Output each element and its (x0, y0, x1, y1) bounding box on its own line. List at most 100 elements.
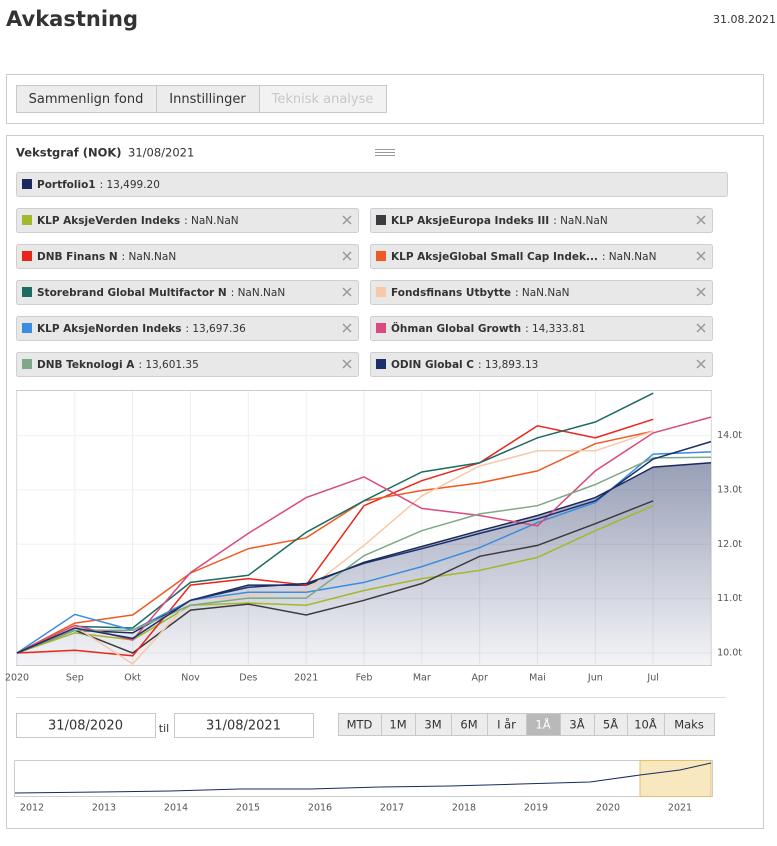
legend-value: : NaN.NaN (231, 287, 286, 299)
x-tick-label: Nov (181, 673, 200, 684)
legend-item[interactable] (16, 244, 359, 269)
legend-swatch (376, 359, 386, 369)
series-line (16, 416, 712, 654)
navigator-year: 2013 (92, 803, 116, 814)
y-tick-label: 12.0t (717, 539, 742, 550)
legend-item[interactable] (16, 208, 359, 233)
series-line (16, 430, 654, 654)
legend-item[interactable] (370, 244, 713, 269)
legend-swatch (22, 359, 32, 369)
legend-value: : NaN.NaN (122, 251, 177, 263)
range-button-label: Maks (674, 718, 704, 732)
legend-item[interactable] (16, 352, 359, 377)
series-line (16, 440, 712, 654)
legend-name: DNB Finans N (37, 251, 118, 263)
legend-remove[interactable] (342, 251, 352, 261)
series-line (16, 462, 712, 654)
navigator-selection[interactable] (639, 760, 712, 797)
legend-value: : NaN.NaN (602, 251, 657, 263)
y-tick-label: 11.0t (717, 593, 742, 604)
x-tick-label: 2021 (294, 673, 318, 684)
legend-item[interactable] (370, 280, 713, 305)
legend-remove[interactable] (696, 287, 706, 297)
x-tick-label: Mar (413, 673, 431, 684)
navigator-year: 2018 (452, 803, 476, 814)
legend-name: Portfolio1 (37, 179, 96, 191)
x-tick-label: Des (239, 673, 257, 684)
x-tick-label: Okt (124, 673, 141, 684)
legend-remove[interactable] (696, 251, 706, 261)
legend-swatch (376, 215, 386, 225)
legend-swatch (22, 323, 32, 333)
legend-swatch (22, 179, 32, 189)
legend-swatch (376, 251, 386, 261)
range-button-label: 3Å (569, 717, 584, 732)
range-button[interactable] (664, 713, 715, 736)
legend-remove[interactable] (342, 359, 352, 369)
legend-swatch (376, 287, 386, 297)
range-button-label: MTD (347, 718, 373, 732)
legend-value: : 13,893.13 (478, 359, 538, 371)
legend-remove[interactable] (342, 323, 352, 333)
legend-remove[interactable] (342, 215, 352, 225)
date-to-label: 31/08/2021 (206, 719, 281, 734)
legend-remove[interactable] (696, 359, 706, 369)
legend-swatch (376, 323, 386, 333)
tab-label: Sammenlign fond (29, 92, 144, 107)
legend-value: : NaN.NaN (184, 215, 239, 227)
legend-name: KLP AksjeVerden Indeks (37, 215, 180, 227)
collapse-icon[interactable] (375, 149, 395, 156)
navigator-year: 2017 (380, 803, 404, 814)
x-tick-label: Apr (471, 673, 488, 684)
legend-swatch (22, 215, 32, 225)
legend-item[interactable] (370, 316, 713, 341)
legend-swatch (22, 251, 32, 261)
panel-title: Vekstgraf (NOK) (16, 146, 122, 160)
legend-value: : 13,601.35 (138, 359, 198, 371)
legend-item[interactable] (16, 280, 359, 305)
page-title: Avkastning (6, 7, 138, 31)
date-to[interactable] (174, 713, 314, 738)
x-tick-label: Feb (356, 673, 373, 684)
legend-item[interactable] (16, 172, 728, 197)
legend-name: Fondsfinans Utbytte (391, 287, 511, 299)
date-from[interactable] (16, 713, 156, 738)
y-tick-label: 14.0t (717, 430, 742, 441)
series-line (16, 500, 654, 654)
legend-remove[interactable] (342, 287, 352, 297)
range-button-label: 10Å (634, 717, 657, 732)
legend-item[interactable] (370, 352, 713, 377)
legend-item[interactable] (16, 316, 359, 341)
legend-name: Öhman Global Growth (391, 321, 521, 335)
legend-remove[interactable] (696, 215, 706, 225)
legend-remove[interactable] (696, 323, 706, 333)
legend-value: : NaN.NaN (515, 287, 570, 299)
tab (259, 85, 387, 113)
navigator-year: 2014 (164, 803, 188, 814)
navigator-year: 2019 (524, 803, 548, 814)
legend-swatch (22, 287, 32, 297)
range-button-label: 6M (460, 718, 477, 732)
navigator-line (14, 762, 712, 794)
tab[interactable] (16, 85, 157, 113)
series-line (16, 456, 712, 654)
range-button-label: 1M (389, 718, 406, 732)
legend-name: Storebrand Global Multifactor N (37, 287, 227, 299)
x-tick-label: Jun (587, 673, 603, 684)
y-tick-label: 10.0t (717, 648, 742, 659)
range-button-label: 5Å (603, 717, 618, 732)
panel-date: 31/08/2021 (128, 146, 194, 160)
range-button-label: I år (497, 718, 516, 732)
legend-name: KLP AksjeEuropa Indeks III (391, 215, 549, 227)
navigator-year: 2015 (236, 803, 260, 814)
legend-name: KLP AksjeNorden Indeks (37, 323, 181, 335)
legend-name: DNB Teknologi A (37, 359, 135, 371)
legend-item[interactable] (370, 208, 713, 233)
x-tick-label: Jul (646, 673, 658, 684)
navigator-year: 2012 (20, 803, 44, 814)
series-line (16, 418, 654, 657)
navigator-year: 2016 (308, 803, 332, 814)
x-tick-label: Sep (66, 673, 84, 684)
